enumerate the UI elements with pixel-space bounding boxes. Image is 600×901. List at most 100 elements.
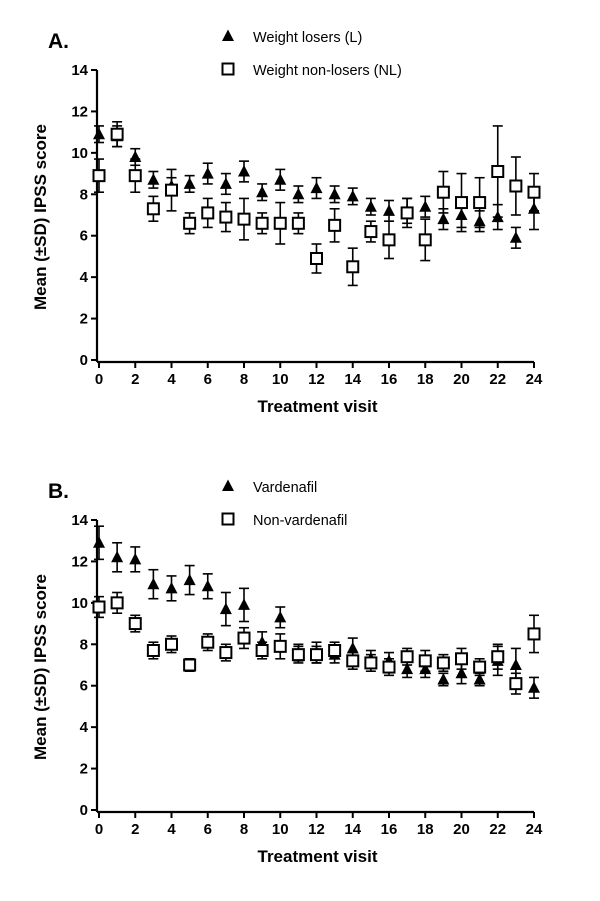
square-point	[310, 252, 323, 265]
triangle-point	[437, 212, 450, 225]
triangle-point	[346, 189, 359, 202]
triangle-point	[274, 173, 287, 185]
triangle-point	[310, 181, 323, 194]
y-tick-label: 8	[80, 636, 88, 653]
triangle-point	[455, 666, 468, 679]
square-point	[146, 644, 160, 657]
square-point	[165, 183, 178, 197]
triangle-point	[129, 552, 142, 565]
panel-label: B.	[48, 480, 69, 503]
square-point	[219, 646, 233, 660]
y-tick-label: 4	[80, 269, 89, 286]
square-point	[455, 652, 468, 666]
triangle-point	[219, 602, 232, 615]
triangle-point	[528, 681, 540, 693]
x-tick-label: 12	[308, 371, 325, 388]
triangle-point	[201, 579, 214, 592]
square-point	[328, 218, 342, 232]
x-tick-label: 6	[204, 371, 212, 388]
y-axis-title: Mean (±SD) IPSS score	[31, 574, 50, 760]
square-point	[382, 233, 396, 247]
square-point	[491, 165, 505, 178]
x-tick-label: 12	[308, 821, 325, 838]
y-tick-label: 12	[71, 103, 88, 120]
x-tick-label: 22	[489, 821, 506, 838]
y-tick-label: 4	[80, 719, 89, 736]
triangle-point	[111, 550, 124, 563]
y-tick-label: 14	[71, 62, 88, 79]
panel-b: B. 0 2 4 6 8 10 12 14 0 2 4 6 8 10 12 14 16 18 20 22 24 Treatm…	[0, 450, 600, 900]
triangle-point	[346, 641, 359, 654]
square-point	[328, 644, 342, 657]
panel-label: A.	[48, 30, 69, 53]
square-point	[291, 648, 305, 662]
y-tick-label: 6	[80, 678, 88, 695]
square-point	[128, 617, 142, 631]
square-point	[364, 225, 378, 239]
x-tick-label: 8	[240, 371, 248, 388]
square-point	[183, 216, 197, 230]
triangle-point	[364, 200, 377, 212]
square-point	[201, 635, 215, 649]
triangle-point	[437, 673, 450, 685]
square-point	[346, 260, 360, 274]
square-point	[128, 169, 142, 183]
series-0	[93, 125, 540, 249]
x-tick-label: 24	[526, 821, 543, 838]
square-point	[291, 216, 305, 230]
triangle-point	[165, 581, 178, 594]
triangle-point	[473, 673, 486, 685]
x-tick-label: 6	[204, 821, 212, 838]
triangle-point	[328, 187, 341, 200]
legend-marker	[222, 479, 234, 491]
square-point	[400, 650, 414, 664]
square-point	[346, 654, 360, 668]
triangle-point	[183, 177, 196, 189]
triangle-point	[383, 204, 395, 216]
square-point	[201, 206, 215, 220]
x-tick-label: 20	[453, 821, 470, 838]
x-tick-label: 14	[344, 371, 361, 388]
x-tick-label: 22	[489, 371, 506, 388]
x-tick-label: 2	[131, 821, 139, 838]
square-point	[527, 185, 541, 199]
square-point	[509, 179, 523, 193]
square-point	[165, 637, 178, 651]
x-tick-label: 20	[453, 371, 470, 388]
x-tick-label: 18	[417, 371, 434, 388]
square-point	[92, 169, 106, 183]
y-tick-label: 2	[80, 761, 88, 778]
legend-marker	[222, 29, 234, 41]
x-tick-label: 16	[381, 821, 398, 838]
triangle-point	[219, 177, 232, 189]
x-tick-label: 2	[131, 371, 139, 388]
legend-marker	[221, 512, 235, 526]
legend-label: Non-vardenafil	[253, 513, 347, 529]
x-tick-label: 24	[526, 371, 543, 388]
triangle-point	[292, 187, 305, 200]
series-0	[93, 525, 540, 699]
square-point	[110, 596, 124, 610]
legend-label: Vardenafil	[253, 480, 317, 496]
x-tick-label: 10	[272, 821, 289, 838]
x-tick-label: 16	[381, 371, 398, 388]
triangle-point	[93, 127, 105, 140]
square-point	[219, 210, 233, 224]
triangle-point	[256, 185, 269, 198]
square-point	[146, 202, 160, 216]
x-tick-label: 10	[272, 371, 289, 388]
x-tick-label: 14	[344, 821, 361, 838]
y-tick-label: 6	[80, 228, 88, 245]
square-point	[436, 185, 450, 199]
square-point	[509, 677, 523, 691]
square-point	[436, 656, 450, 670]
square-point	[237, 631, 251, 645]
square-point	[110, 127, 124, 141]
legend-label: Weight losers (L)	[253, 30, 362, 46]
square-point	[418, 654, 432, 668]
x-tick-label: 18	[417, 821, 434, 838]
square-point	[400, 206, 414, 220]
y-tick-label: 14	[71, 512, 88, 529]
